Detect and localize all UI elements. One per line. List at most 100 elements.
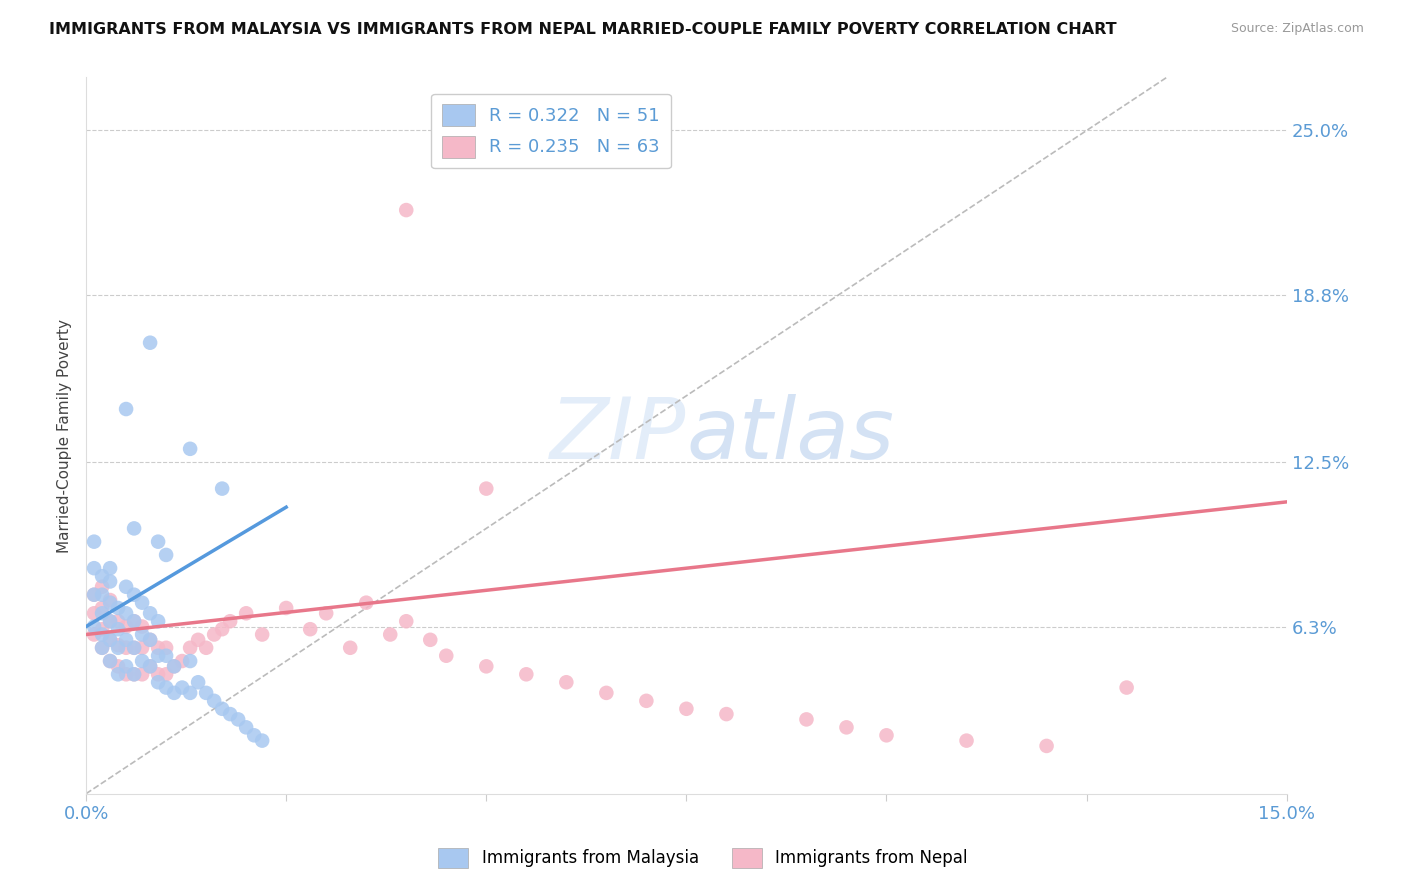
Point <box>515 667 537 681</box>
Point <box>419 632 441 647</box>
Point <box>131 640 153 655</box>
Point <box>107 638 129 652</box>
Point <box>91 622 114 636</box>
Point <box>202 694 225 708</box>
Point <box>1035 739 1057 753</box>
Y-axis label: Married-Couple Family Poverty: Married-Couple Family Poverty <box>58 318 72 552</box>
Point <box>131 619 153 633</box>
Point <box>91 640 114 655</box>
Point <box>315 607 337 621</box>
Point <box>115 619 138 633</box>
Point <box>354 596 377 610</box>
Point <box>172 654 194 668</box>
Point <box>155 640 177 655</box>
Point <box>475 482 498 496</box>
Point <box>195 640 218 655</box>
Point <box>195 686 218 700</box>
Point <box>98 632 121 647</box>
Point <box>115 607 138 621</box>
Point <box>179 654 201 668</box>
Point <box>115 667 138 681</box>
Point <box>955 733 977 747</box>
Point <box>115 580 138 594</box>
Point <box>83 627 105 641</box>
Point <box>107 659 129 673</box>
Point <box>122 667 145 681</box>
Point <box>122 640 145 655</box>
Point <box>122 667 145 681</box>
Point <box>98 654 121 668</box>
Legend: R = 0.322   N = 51, R = 0.235   N = 63: R = 0.322 N = 51, R = 0.235 N = 63 <box>432 94 671 169</box>
Point <box>202 627 225 641</box>
Text: ZIP: ZIP <box>550 394 686 477</box>
Point <box>91 588 114 602</box>
Point <box>276 601 298 615</box>
Point <box>122 521 145 535</box>
Point <box>339 640 361 655</box>
Point <box>115 632 138 647</box>
Point <box>835 720 858 734</box>
Point <box>475 659 498 673</box>
Point <box>716 707 738 722</box>
Point <box>146 614 169 628</box>
Point <box>179 442 201 456</box>
Point <box>187 632 209 647</box>
Point <box>91 607 114 621</box>
Point <box>250 627 273 641</box>
Point <box>636 694 658 708</box>
Point <box>179 686 201 700</box>
Point <box>179 640 201 655</box>
Point <box>595 686 617 700</box>
Point <box>131 667 153 681</box>
Point <box>139 659 162 673</box>
Point <box>211 702 233 716</box>
Point <box>434 648 457 663</box>
Point <box>107 601 129 615</box>
Point <box>131 627 153 641</box>
Point <box>91 569 114 583</box>
Point <box>115 640 138 655</box>
Legend: Immigrants from Malaysia, Immigrants from Nepal: Immigrants from Malaysia, Immigrants fro… <box>432 841 974 875</box>
Text: atlas: atlas <box>686 394 894 477</box>
Point <box>98 632 121 647</box>
Point <box>163 659 186 673</box>
Point <box>146 667 169 681</box>
Point <box>395 203 418 218</box>
Point <box>139 607 162 621</box>
Point <box>796 713 818 727</box>
Point <box>98 614 121 628</box>
Text: Source: ZipAtlas.com: Source: ZipAtlas.com <box>1230 22 1364 36</box>
Point <box>1115 681 1137 695</box>
Point <box>115 402 138 417</box>
Point <box>211 482 233 496</box>
Point <box>380 627 402 641</box>
Point <box>115 659 138 673</box>
Point <box>83 619 105 633</box>
Point <box>98 654 121 668</box>
Point <box>131 654 153 668</box>
Point <box>235 607 257 621</box>
Point <box>219 614 242 628</box>
Point <box>98 614 121 628</box>
Point <box>876 728 898 742</box>
Point <box>187 675 209 690</box>
Point <box>395 614 418 628</box>
Text: IMMIGRANTS FROM MALAYSIA VS IMMIGRANTS FROM NEPAL MARRIED-COUPLE FAMILY POVERTY : IMMIGRANTS FROM MALAYSIA VS IMMIGRANTS F… <box>49 22 1116 37</box>
Point <box>219 707 242 722</box>
Point <box>122 614 145 628</box>
Point <box>98 561 121 575</box>
Point <box>155 667 177 681</box>
Point <box>91 640 114 655</box>
Point <box>83 607 105 621</box>
Point <box>98 574 121 589</box>
Point <box>163 659 186 673</box>
Point <box>146 640 169 655</box>
Point <box>139 632 162 647</box>
Point <box>122 588 145 602</box>
Point <box>226 713 249 727</box>
Point <box>139 335 162 350</box>
Point <box>250 733 273 747</box>
Point <box>83 534 105 549</box>
Point <box>91 580 114 594</box>
Point <box>146 648 169 663</box>
